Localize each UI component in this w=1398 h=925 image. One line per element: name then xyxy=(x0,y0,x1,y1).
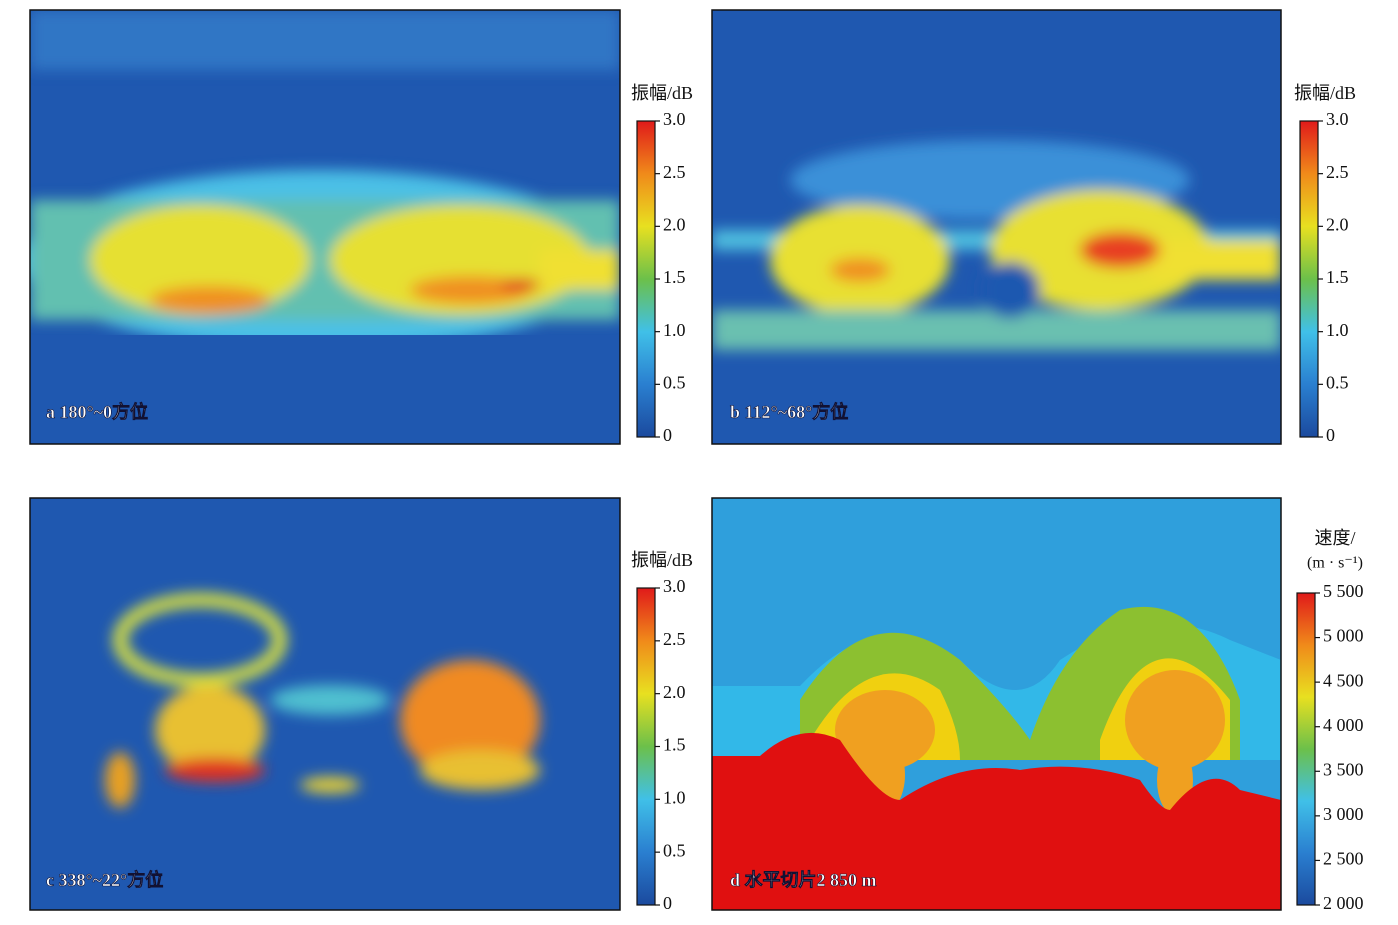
colorbar-tick-label: 5 500 xyxy=(1323,581,1364,601)
colorbar-tick-label: 1.0 xyxy=(663,320,686,340)
colorbar-tick-label: 0 xyxy=(663,893,672,913)
panel-b-image xyxy=(712,10,1281,444)
colorbar-tick-label: 1.0 xyxy=(1326,320,1349,340)
colorbar-tick-label: 2 500 xyxy=(1323,849,1364,869)
colorbar-tick-label: 0.5 xyxy=(663,372,686,392)
colorbar-tick-label: 2.0 xyxy=(663,682,686,702)
colorbar-tick-label: 1.0 xyxy=(663,787,686,807)
colorbar xyxy=(636,587,656,906)
colorbar-title: 振幅/dB xyxy=(1294,83,1356,103)
panel-a-image xyxy=(30,10,620,444)
colorbar-tick-label: 3.0 xyxy=(1326,109,1349,129)
panel-c-image xyxy=(30,498,620,910)
colorbar-tick-label: 1.5 xyxy=(663,735,686,755)
colorbar-tick-label: 1.5 xyxy=(663,267,686,287)
panel-label: a 180°~0方位 xyxy=(46,401,148,422)
colorbar xyxy=(1299,120,1319,438)
panel-d-image xyxy=(712,498,1281,910)
colorbar-tick-label: 2.5 xyxy=(663,629,686,649)
colorbar-tick-label: 1.5 xyxy=(1326,267,1349,287)
colorbar-title: 振幅/dB xyxy=(631,83,693,103)
colorbar xyxy=(1296,592,1316,906)
colorbar-tick-label: 4 000 xyxy=(1323,715,1364,735)
colorbar-tick-label: 0 xyxy=(1326,425,1335,445)
colorbar-tick-label: 3 000 xyxy=(1323,804,1364,824)
colorbar-unit: (m · s⁻¹) xyxy=(1307,555,1363,572)
colorbar xyxy=(636,120,656,438)
colorbar-tick-label: 5 000 xyxy=(1323,626,1364,646)
colorbar-title: 速度/ xyxy=(1314,528,1355,548)
colorbar-tick-label: 2.5 xyxy=(1326,162,1349,182)
colorbar-tick-label: 3.0 xyxy=(663,576,686,596)
colorbar-tick-label: 0 xyxy=(663,425,672,445)
panel-label: b 112°~68°方位 xyxy=(730,401,848,422)
panel-label: c 338°~22°方位 xyxy=(46,869,163,890)
colorbar-tick-label: 2.0 xyxy=(663,214,686,234)
panel-frame xyxy=(711,9,1282,445)
colorbar-tick-label: 4 500 xyxy=(1323,670,1364,690)
colorbar-tick-label: 3 500 xyxy=(1323,759,1364,779)
colorbar-tick-label: 3.0 xyxy=(663,109,686,129)
panel-frame xyxy=(29,9,621,445)
colorbar-tick-label: 0.5 xyxy=(663,840,686,860)
colorbar-tick-label: 2.0 xyxy=(1326,214,1349,234)
panel-frame xyxy=(711,497,1282,911)
panel-frame xyxy=(29,497,621,911)
colorbar-tick-label: 2.5 xyxy=(663,162,686,182)
panel-label: d 水平切片2 850 m xyxy=(730,869,877,890)
colorbar-tick-label: 2 000 xyxy=(1323,893,1364,913)
colorbar-title: 振幅/dB xyxy=(631,550,693,570)
colorbar-tick-label: 0.5 xyxy=(1326,372,1349,392)
